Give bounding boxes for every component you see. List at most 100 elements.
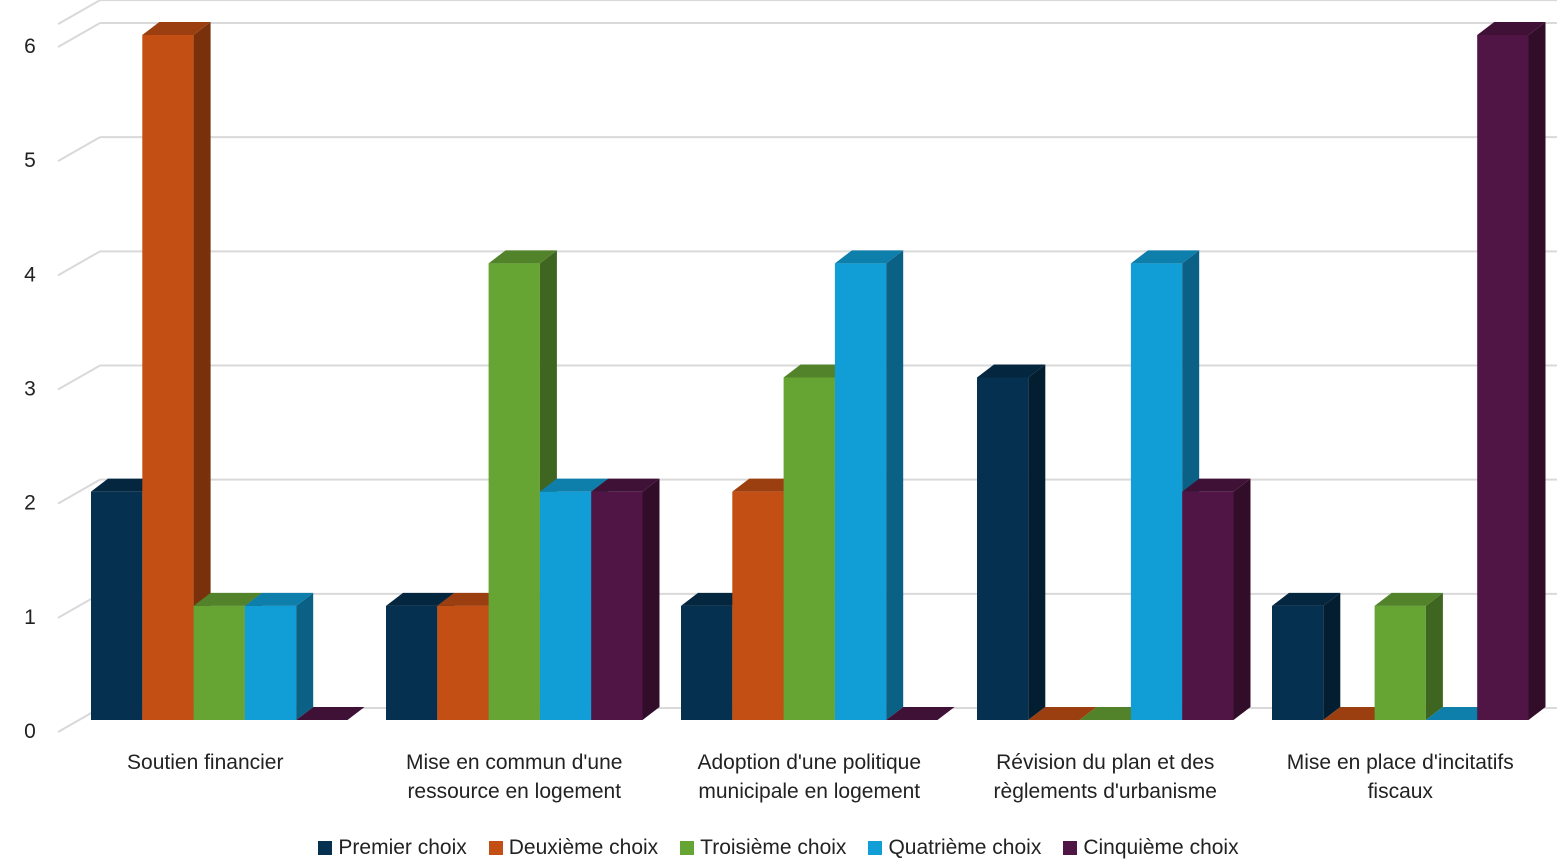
bar-front [1374,605,1426,720]
x-tick-label: Mise en place d'incitatifs [1287,751,1514,774]
bar-front [386,605,438,720]
bar-front [91,491,143,720]
bar [1425,707,1495,720]
legend-item: Deuxième choix [488,836,659,860]
bars [91,22,1546,721]
bar-front [591,491,643,720]
y-axis-ticks: 0 1 2 3 4 5 6 [24,35,36,743]
bar-front [732,491,784,720]
bar-front [977,377,1029,720]
bar-side [1233,478,1251,720]
bar [1079,707,1148,720]
legend-swatch [1063,841,1078,855]
bar-top [1374,592,1443,606]
bar-top [1028,707,1097,720]
x-tick-label: municipale en logement [698,780,920,803]
bar-top [488,250,557,264]
gridline-diagonal [57,0,101,26]
gridline-diagonal [57,250,101,277]
gridline-diagonal [57,364,101,391]
x-tick-label: Mise en commun d'une [406,751,622,774]
bar [1323,707,1392,720]
legend-item: Cinquième choix [1063,836,1239,860]
bar-top [193,592,262,606]
bar-front [539,491,592,720]
bar-top [783,364,852,378]
bar-top [1272,592,1341,606]
legend-label: Quatrième choix [888,836,1042,859]
bar-top [591,478,660,492]
x-tick-label: règlements d'urbanisme [994,780,1217,803]
bar-top [1182,478,1251,492]
bar [437,592,506,720]
bar-side [1528,22,1546,720]
bar-top [296,707,365,720]
y-tick-label: 5 [24,149,36,172]
bar-top [1079,707,1148,720]
bar-top [539,478,609,492]
legend-item: Premier choix [318,836,467,860]
bar-front [783,377,835,720]
bar [1272,592,1341,720]
bar-front [1130,263,1183,720]
y-tick-label: 1 [24,606,36,629]
bar-top [91,478,160,492]
bar-top [244,592,314,606]
bar-front [681,605,733,720]
bar [1182,478,1251,720]
bar [244,592,314,720]
x-tick-label: fiscaux [1368,780,1434,803]
x-tick-label: Adoption d'une politique [697,751,921,774]
bar [886,707,955,720]
bar-side [1425,592,1443,720]
legend-label: Cinquième choix [1083,836,1239,859]
legend-label: Troisième choix [700,836,847,859]
legend-swatch [488,841,503,855]
bar-side [1028,364,1046,720]
y-tick-label: 3 [24,378,36,401]
bar-top [386,592,455,606]
y-tick-label: 0 [24,720,36,743]
bar-top [142,22,211,35]
bar [1477,22,1546,720]
bar-top [1130,250,1200,264]
bar-front [1272,605,1324,720]
bar-side [642,478,660,720]
bar-top [1425,707,1495,720]
bar-front [1477,35,1529,720]
bar-front [244,605,297,720]
bar-side [193,22,211,720]
bar-top [977,364,1046,378]
bar-top [681,592,750,606]
bar [296,707,365,720]
x-axis-labels: Soutien financier Mise en commun d'une res… [127,751,1514,803]
legend-swatch [868,841,883,855]
bar-side [296,592,314,720]
x-tick-label: ressource en logement [407,780,621,803]
bar-top [1323,707,1392,720]
bar-front [488,263,540,720]
bar-side [1323,592,1341,720]
bar-top [732,478,801,492]
gridline-diagonal [57,478,101,505]
bar-front [193,605,245,720]
bar [977,364,1046,720]
bar-side [886,250,904,721]
legend-item: Quatrième choix [868,836,1041,860]
legend-label: Deuxième choix [508,836,659,859]
bar [142,22,211,720]
bar-front [1182,491,1234,720]
gridline-diagonal [57,136,101,163]
bar-top [437,592,506,606]
legend-item: Troisième choix [680,836,846,860]
bar-front [142,35,194,720]
legend-swatch [680,841,695,855]
legend: Premier choix Deuxième choix Troisième cho… [0,834,1557,862]
x-tick-label: Révision du plan et des [996,751,1214,774]
bar-front [834,263,887,720]
bar-top [1477,22,1546,35]
y-tick-label: 4 [24,263,36,286]
bar-top [886,707,955,720]
legend-label: Premier choix [338,836,467,859]
